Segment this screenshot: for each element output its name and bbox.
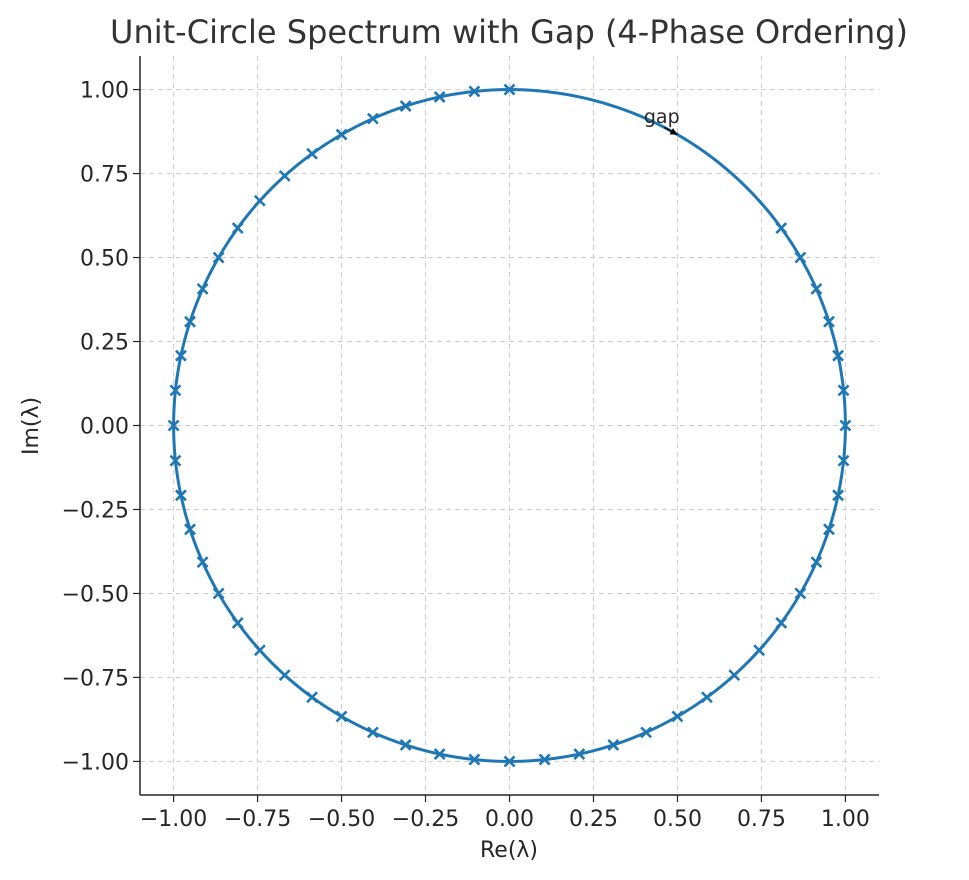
eigenvalue-marker xyxy=(823,523,835,536)
eigenvalue-marker xyxy=(794,251,807,264)
eigenvalue-marker xyxy=(366,726,379,739)
eigenvalue-marker xyxy=(175,489,187,502)
x-tick-label: 0.75 xyxy=(737,807,786,832)
eigenvalue-marker xyxy=(399,100,412,112)
y-axis-label: Im(λ) xyxy=(19,397,44,455)
eigenvalue-marker xyxy=(278,169,291,182)
x-tick-label: 1.00 xyxy=(821,807,870,832)
eigenvalue-marker xyxy=(573,748,586,760)
eigenvalue-marker xyxy=(278,669,291,682)
x-tick-label: −0.75 xyxy=(224,807,291,832)
y-tick-label: 0.75 xyxy=(80,163,129,188)
eigenvalue-marker xyxy=(366,112,379,125)
eigenvalue-marker xyxy=(196,282,209,295)
y-ticks: −1.00 −0.75 −0.50 −0.25 0.00 0.25 0.50 0.75 1.00 xyxy=(62,79,140,775)
eigenvalue-marker xyxy=(169,384,182,397)
annotations: gap xyxy=(644,106,680,136)
eigenvalue-marker xyxy=(212,587,225,600)
eigenvalue-marker xyxy=(231,617,244,629)
x-tick-label: 0.00 xyxy=(485,807,534,832)
y-tick-label: −0.25 xyxy=(62,498,129,523)
eigenvalue-marker xyxy=(196,556,209,569)
y-tick-label: −0.50 xyxy=(62,582,129,607)
eigenvalue-marker xyxy=(701,691,713,704)
eigenvalue-marker xyxy=(253,644,266,657)
x-tick-label: 0.25 xyxy=(569,807,618,832)
eigenvalue-marker xyxy=(640,726,653,739)
x-tick-label: −1.00 xyxy=(140,807,207,832)
x-ticks: −1.00 −0.75 −0.50 −0.25 0.00 0.25 0.50 0.75 1.00 xyxy=(140,795,870,832)
y-tick-label: 0.00 xyxy=(80,415,129,440)
eigenvalue-marker xyxy=(175,349,187,362)
eigenvalue-marker xyxy=(167,419,180,432)
eigenvalue-marker xyxy=(794,587,807,600)
gap-arrow-head xyxy=(669,128,678,135)
x-tick-label: −0.25 xyxy=(392,807,459,832)
chart-title: Unit-Circle Spectrum with Gap (4-Phase O… xyxy=(110,13,908,51)
eigenvalue-marker xyxy=(335,128,348,141)
y-tick-label: −0.75 xyxy=(62,666,129,691)
eigenvalue-marker xyxy=(231,222,244,234)
eigenvalue-marker xyxy=(837,384,850,397)
eigenvalue-marker xyxy=(184,315,196,328)
eigenvalue-marker xyxy=(753,644,766,657)
eigenvalue-marker xyxy=(823,315,835,328)
y-tick-label: 1.00 xyxy=(80,79,129,104)
eigenvalue-marker xyxy=(399,739,412,751)
eigenvalue-marker xyxy=(832,489,844,502)
eigenvalue-marker xyxy=(839,419,852,432)
eigenvalue-marker xyxy=(775,222,788,234)
eigenvalue-marker xyxy=(775,617,788,629)
eigenvalue-marker xyxy=(468,753,481,766)
eigenvalue-marker xyxy=(253,194,266,207)
x-tick-label: −0.50 xyxy=(308,807,375,832)
eigenvalue-marker xyxy=(671,710,684,723)
x-tick-label: 0.50 xyxy=(653,807,702,832)
eigenvalue-marker xyxy=(335,710,348,723)
eigenvalue-marker xyxy=(184,523,196,536)
gap-annotation-label: gap xyxy=(644,106,680,128)
eigenvalue-marker xyxy=(468,85,481,98)
eigenvalue-marker xyxy=(837,454,850,467)
eigenvalue-marker xyxy=(503,83,516,96)
grid-lines xyxy=(140,56,879,795)
eigenvalue-marker xyxy=(607,739,620,751)
eigenvalue-marker xyxy=(810,556,823,569)
eigenvalue-marker xyxy=(169,454,182,467)
eigenvalue-marker xyxy=(306,147,318,160)
y-tick-label: −1.00 xyxy=(62,750,129,775)
eigenvalue-marker xyxy=(832,349,844,362)
y-tick-label: 0.50 xyxy=(80,247,129,272)
eigenvalue-marker xyxy=(728,669,741,682)
eigenvalue-marker xyxy=(433,91,446,103)
eigenvalue-marker xyxy=(212,251,225,264)
y-tick-label: 0.25 xyxy=(80,331,129,356)
eigenvalue-marker xyxy=(538,753,551,766)
eigenvalue-marker xyxy=(810,282,823,295)
eigenvalue-marker xyxy=(306,691,318,704)
x-axis-label: Re(λ) xyxy=(480,838,538,863)
eigenvalue-marker xyxy=(503,755,516,768)
eigenvalue-marker xyxy=(433,748,446,760)
